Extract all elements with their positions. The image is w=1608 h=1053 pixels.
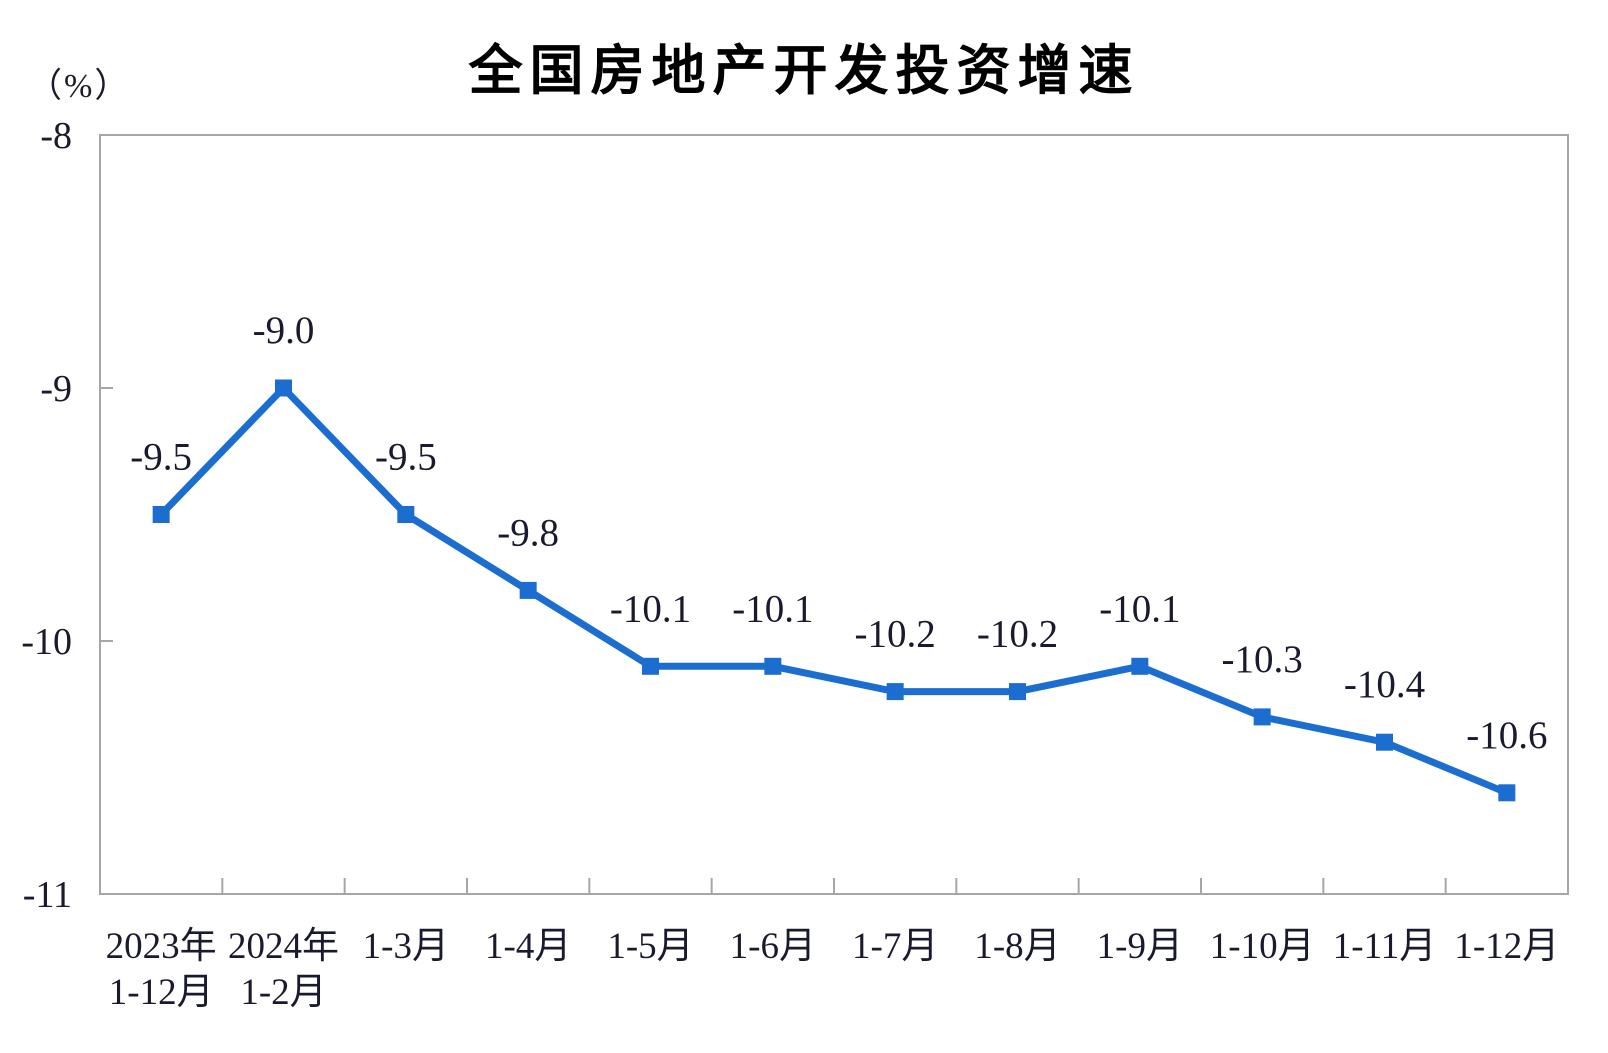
x-axis-category-label: 1-5月 [607, 926, 693, 967]
x-axis-category-label: 1-2月 [240, 972, 326, 1013]
data-point-marker [1498, 784, 1516, 802]
data-point-marker [152, 506, 170, 523]
y-axis-tick-label: -8 [40, 115, 72, 157]
data-point-label: -9.8 [497, 511, 559, 554]
data-point-label: -9.0 [253, 309, 315, 352]
data-point-marker [275, 379, 292, 397]
data-point-label: -10.3 [1222, 638, 1303, 681]
x-axis-category-label: 1-9月 [1097, 926, 1183, 967]
data-point-marker [1131, 657, 1149, 675]
plot-border [99, 134, 1569, 895]
x-axis-category-label: 1-12月 [109, 972, 214, 1013]
data-point-label: -9.5 [130, 436, 192, 479]
data-point-label: -10.2 [977, 613, 1058, 656]
x-axis-category-label: 1-4月 [485, 926, 571, 967]
x-axis-category-label: 1-10月 [1210, 926, 1315, 967]
data-point-label: -9.5 [375, 436, 437, 479]
data-point-marker [1009, 683, 1026, 701]
data-point-marker [519, 581, 537, 599]
x-axis-category-label: 1-6月 [730, 926, 816, 967]
data-point-marker [886, 683, 904, 701]
data-point-label: -10.6 [1466, 714, 1547, 757]
x-axis-category-label: 2023年 [106, 925, 217, 967]
y-axis-tick-label: -10 [21, 621, 72, 663]
data-point-marker [1376, 733, 1393, 751]
y-axis-tick-label: -11 [23, 874, 72, 916]
x-axis-category-label: 1-7月 [852, 926, 938, 967]
data-point-label: -10.2 [855, 613, 936, 656]
y-axis-tick-label: -9 [40, 368, 72, 410]
data-point-label: -10.1 [610, 587, 691, 630]
data-point-label: -10.1 [732, 587, 813, 630]
x-axis-category-label: 1-11月 [1333, 926, 1436, 967]
data-point-marker [1253, 708, 1271, 726]
data-point-label: -10.4 [1344, 663, 1425, 706]
chart-title: 全国房地产开发投资增速 [468, 41, 1140, 101]
x-axis-category-label: 1-3月 [363, 926, 449, 967]
x-axis-category-label: 1-12月 [1454, 926, 1559, 967]
data-line [158, 382, 1509, 797]
data-point-marker [642, 657, 659, 675]
y-axis-unit-label: （%） [28, 68, 131, 105]
data-point-label: -10.1 [1099, 587, 1180, 630]
data-point-marker [397, 506, 415, 523]
x-axis-category-label: 2024年 [228, 925, 339, 967]
data-point-marker [764, 657, 782, 675]
x-axis-category-label: 1-8月 [974, 926, 1060, 967]
